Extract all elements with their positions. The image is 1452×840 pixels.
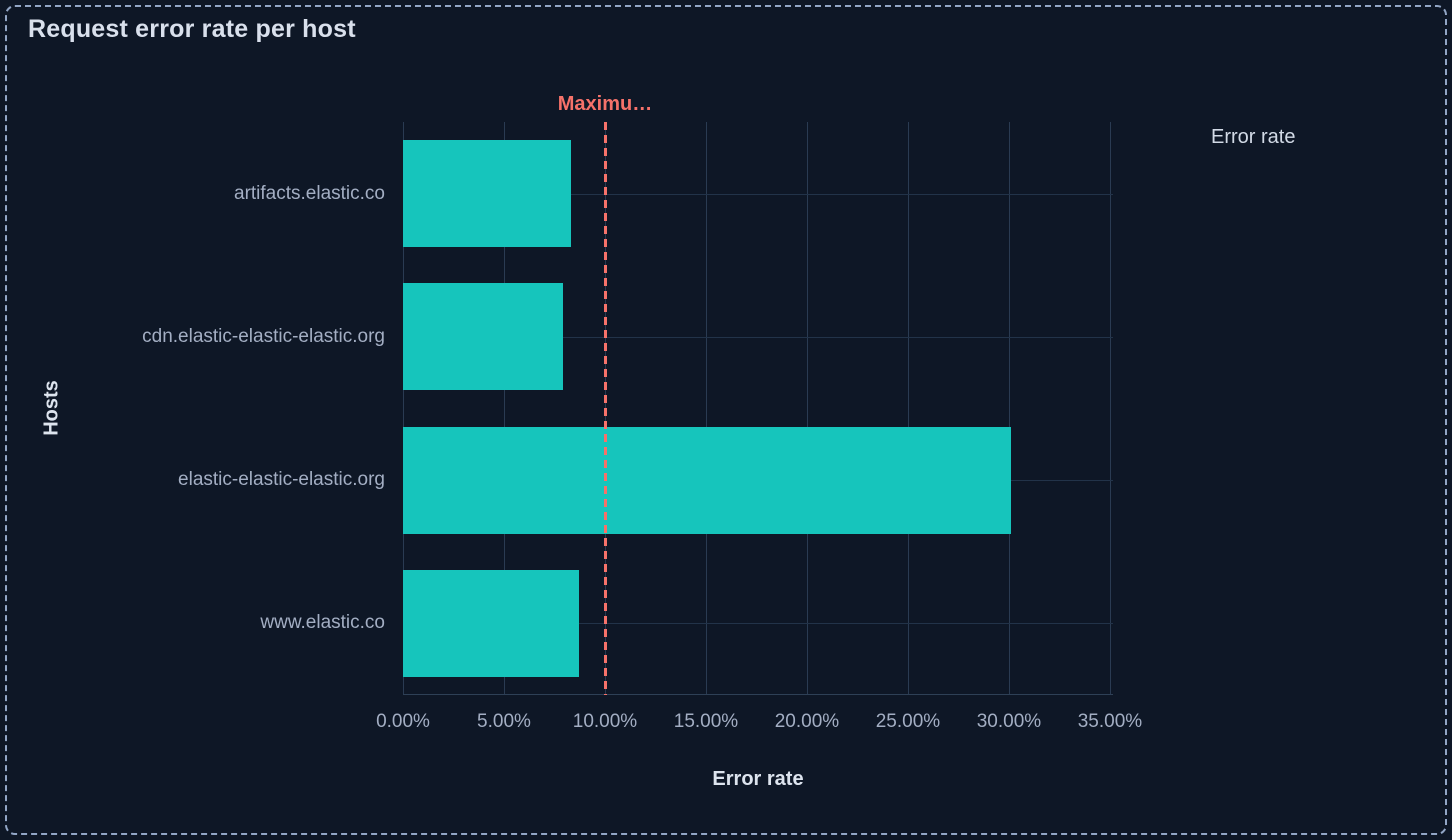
horizontal-gridline [403,623,1113,625]
y-category-label: elastic-elastic-elastic.org [178,469,385,491]
threshold-dashed-line [603,122,607,695]
bar-www.elastic.co[interactable] [403,569,579,677]
y-category-label: www.elastic.co [260,612,385,634]
vertical-gridline [1008,122,1010,695]
x-axis-title: Error rate [712,768,804,790]
bar-artifacts.elastic.co[interactable] [403,140,571,248]
vertical-gridline [907,122,909,695]
x-axis-tick-label: 35.00% [1077,711,1143,732]
threshold-annotation-label: Maximu… [557,93,653,115]
vertical-gridline [806,122,808,695]
legend-item-label: Error rate [1211,126,1296,148]
bar-cdn.elastic-elastic-elastic.org[interactable] [403,283,563,391]
vertical-gridline [705,122,707,695]
x-axis-tick-label: 15.00% [673,711,739,732]
x-axis-tick-label: 0.00% [376,711,430,732]
x-axis-tick-label: 5.00% [477,711,531,732]
plot-area [403,122,1113,695]
chart-title: Request error rate per host [28,15,356,43]
x-axis-tick-label: 20.00% [774,711,840,732]
bar-elastic-elastic-elastic.org[interactable] [403,426,1011,534]
vertical-gridline [403,122,404,695]
legend-circle-swatch-icon [1184,130,1200,146]
horizontal-gridline [403,193,1113,195]
legend-item-error-rate[interactable]: Error rate [1184,126,1295,149]
horizontal-gridline [403,336,1113,338]
vertical-gridline [1109,122,1111,695]
vertical-gridline [503,122,505,695]
x-axis-line [403,694,1113,695]
x-axis-tick-label: 10.00% [572,711,638,732]
y-axis-title: Hosts [40,380,63,436]
x-axis-tick-label: 30.00% [976,711,1042,732]
y-category-label: cdn.elastic-elastic-elastic.org [142,325,385,347]
x-axis-tick-label: 25.00% [875,711,941,732]
legend: Error rate [1184,126,1295,149]
panel-dashed-border [5,5,1447,835]
y-category-label: artifacts.elastic.co [234,182,385,204]
